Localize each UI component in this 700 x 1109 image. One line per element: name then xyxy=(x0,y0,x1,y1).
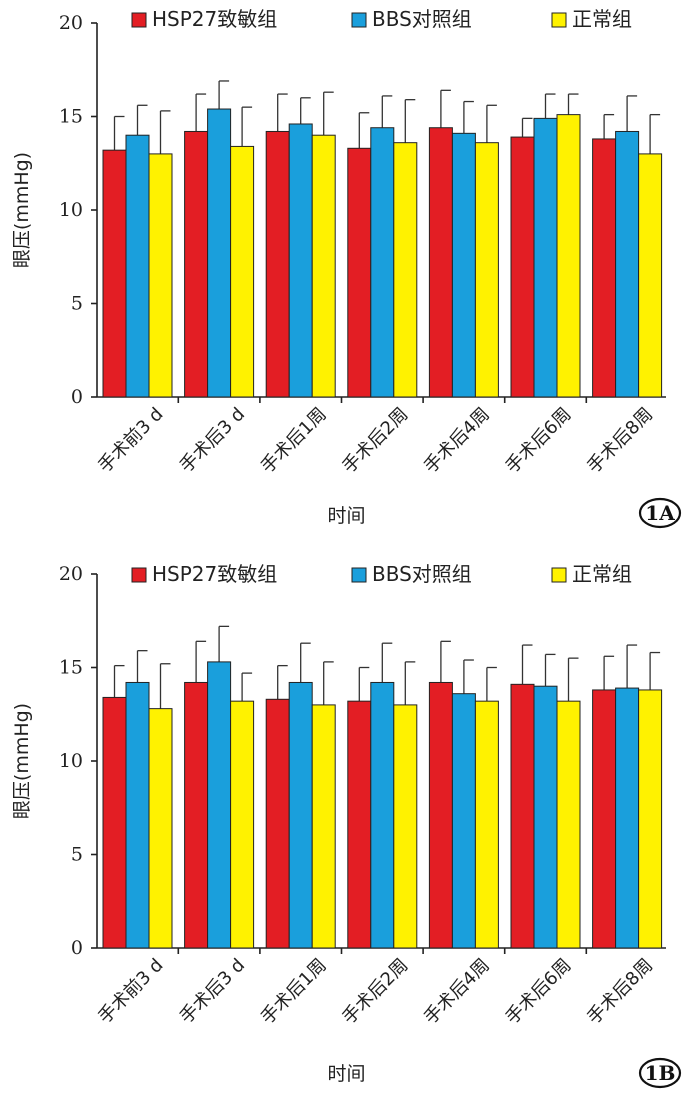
bar-2-3 xyxy=(288,681,313,949)
bar-3-1 xyxy=(148,708,173,949)
bar-2-6 xyxy=(533,117,558,398)
x-tick-label: 手术后3 d xyxy=(176,955,249,1028)
bar-2-3 xyxy=(288,123,313,398)
x-tick-label: 手术后6周 xyxy=(502,955,576,1029)
bar-2-4 xyxy=(370,681,395,949)
bar-1-6 xyxy=(510,683,535,949)
bar-3-4 xyxy=(393,704,418,949)
bar-3-2 xyxy=(230,145,255,398)
bar-1-5 xyxy=(428,127,453,398)
panel-badge-outline xyxy=(638,497,682,529)
legend-label: HSP27致敏组 xyxy=(152,7,277,31)
bar-3-6 xyxy=(556,700,581,949)
bar-3-5 xyxy=(474,700,499,949)
bar-1-4 xyxy=(347,700,372,949)
bar-3-2 xyxy=(230,700,255,949)
bar-1-7 xyxy=(592,138,617,398)
x-tick-label: 手术后4周 xyxy=(420,955,494,1029)
legend-swatch xyxy=(551,12,567,28)
bar-3-3 xyxy=(311,134,336,398)
y-tick-label: 20 xyxy=(59,563,83,585)
bar-3-4 xyxy=(393,142,418,398)
y-axis-title: 眼压(mmHg) xyxy=(11,152,33,268)
bar-1-5 xyxy=(428,681,453,949)
bar-3-7 xyxy=(638,153,663,398)
bar-1-4 xyxy=(347,147,372,398)
y-tick-label: 0 xyxy=(71,937,83,959)
x-tick-label: 手术后8周 xyxy=(583,404,657,478)
panel-badge-outline xyxy=(638,1057,682,1089)
x-tick-label: 手术后4周 xyxy=(420,404,494,478)
x-tick-label: 手术后8周 xyxy=(583,955,657,1029)
bar-1-2 xyxy=(184,681,209,949)
legend-label: BBS对照组 xyxy=(372,7,472,31)
y-axis-title: 眼压(mmHg) xyxy=(11,703,33,819)
x-tick-label: 手术前3 d xyxy=(94,955,167,1028)
legend-label: 正常组 xyxy=(572,562,632,586)
legend-swatch xyxy=(131,12,147,28)
y-tick-label: 20 xyxy=(59,12,83,34)
bar-1-3 xyxy=(265,130,290,398)
x-tick-label: 手术后6周 xyxy=(502,404,576,478)
x-tick-label: 手术后2周 xyxy=(338,955,412,1029)
legend-label: BBS对照组 xyxy=(372,562,472,586)
bar-3-6 xyxy=(556,114,581,398)
y-tick-label: 10 xyxy=(59,199,83,221)
legend-swatch xyxy=(551,567,567,583)
bar-2-4 xyxy=(370,127,395,398)
bar-1-2 xyxy=(184,130,209,398)
x-axis-title: 时间 xyxy=(327,505,365,527)
x-tick-label: 手术后1周 xyxy=(257,955,331,1029)
bar-2-1 xyxy=(125,681,150,949)
x-tick-label: 手术后2周 xyxy=(338,404,412,478)
panel-badge-label: 1A xyxy=(645,501,675,525)
y-tick-label: 15 xyxy=(59,106,83,128)
legend-label: 正常组 xyxy=(572,7,632,31)
x-tick-label: 手术后1周 xyxy=(257,404,331,478)
bar-1-7 xyxy=(592,689,617,949)
bar-2-7 xyxy=(615,130,640,398)
bar-3-5 xyxy=(474,142,499,398)
bar-1-1 xyxy=(102,696,127,949)
y-tick-label: 10 xyxy=(59,750,83,772)
bar-2-7 xyxy=(615,687,640,949)
bar-1-6 xyxy=(510,136,535,398)
legend-label: HSP27致敏组 xyxy=(152,562,277,586)
bar-2-1 xyxy=(125,134,150,398)
bar-2-5 xyxy=(451,132,476,398)
legend-swatch xyxy=(131,567,147,583)
bar-2-2 xyxy=(207,661,232,949)
bar-3-3 xyxy=(311,704,336,949)
panel-badge-label: 1B xyxy=(645,1061,676,1085)
x-axis-title: 时间 xyxy=(327,1063,365,1085)
bar-3-1 xyxy=(148,153,173,398)
legend-swatch xyxy=(351,12,367,28)
y-tick-label: 5 xyxy=(71,293,83,315)
bar-1-1 xyxy=(102,149,127,398)
bar-2-2 xyxy=(207,108,232,398)
bar-1-3 xyxy=(265,698,290,949)
bar-2-5 xyxy=(451,693,476,949)
legend-swatch xyxy=(351,567,367,583)
x-tick-label: 手术后3 d xyxy=(176,404,249,477)
y-tick-label: 5 xyxy=(71,844,83,866)
x-tick-label: 手术前3 d xyxy=(94,404,167,477)
y-tick-label: 0 xyxy=(71,386,83,408)
bar-2-6 xyxy=(533,685,558,949)
y-tick-label: 15 xyxy=(59,657,83,679)
bar-3-7 xyxy=(638,689,663,949)
